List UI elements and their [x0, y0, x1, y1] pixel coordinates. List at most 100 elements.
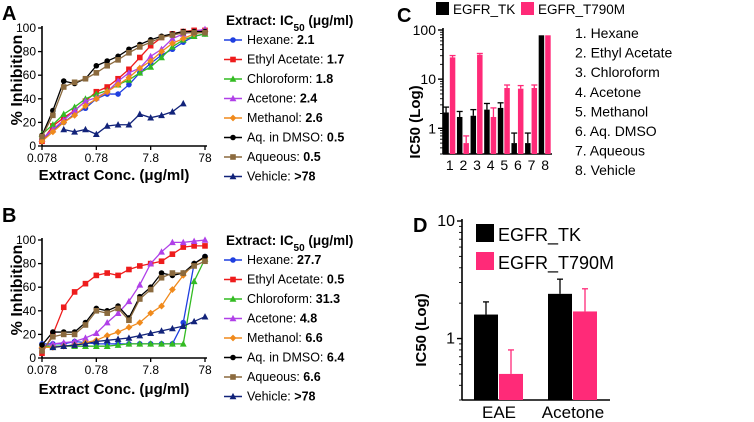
data-point	[115, 305, 121, 312]
data-point	[169, 251, 176, 257]
data-point	[71, 103, 78, 110]
category-label: EAE	[482, 403, 516, 422]
data-point	[103, 88, 111, 96]
data-point	[169, 270, 176, 276]
legend-swatch	[476, 224, 494, 242]
data-point	[137, 54, 143, 61]
series-line	[41, 32, 205, 137]
category-label: 3	[473, 157, 481, 173]
data-point	[126, 81, 132, 88]
data-point	[202, 258, 208, 265]
category-key-item: 6. Aq. DMSO	[575, 123, 657, 139]
data-point	[92, 130, 100, 137]
data-point	[126, 266, 132, 273]
data-point	[169, 324, 176, 332]
series-line	[41, 239, 206, 347]
x-tick-label: 78	[198, 151, 212, 165]
data-point	[104, 58, 110, 64]
data-point	[82, 102, 89, 110]
data-point	[104, 310, 110, 316]
data-point	[179, 340, 187, 347]
bar-egfr-tk-2	[456, 116, 463, 154]
series-line	[42, 255, 206, 345]
data-point	[169, 238, 176, 246]
legend-b: Extract: IC50 (μg/ml)Hexane: 27.7 Ethyl A…	[224, 233, 353, 404]
y-tick-label: 60	[23, 68, 37, 82]
legend-swatch-marker	[230, 374, 236, 380]
y-tick-label: 20	[23, 327, 37, 341]
data-point	[71, 331, 78, 338]
bar-egfr-tk-2	[548, 293, 572, 400]
data-point	[191, 243, 197, 249]
data-point	[39, 342, 45, 348]
legend-swatch	[476, 252, 494, 270]
category-label: 1	[446, 157, 454, 173]
data-point	[60, 339, 68, 346]
data-point	[169, 39, 176, 47]
data-point	[71, 337, 78, 345]
data-point	[147, 309, 155, 317]
data-point	[60, 125, 68, 133]
data-point	[103, 319, 111, 326]
data-point	[147, 114, 155, 121]
data-point	[93, 70, 100, 76]
y-tick-label: 1	[428, 120, 436, 136]
data-point	[92, 342, 100, 349]
data-point	[158, 327, 165, 334]
category-label: 4	[487, 157, 495, 173]
legend-label: Chloroform: 1.8	[247, 72, 333, 86]
legend-swatch-marker	[229, 334, 237, 342]
series-line	[41, 30, 206, 142]
data-point	[103, 342, 111, 349]
category-label: 8	[541, 157, 549, 173]
x-tick-label: 0.78	[85, 151, 109, 165]
data-point	[191, 263, 197, 269]
bar-egfr-t790m-1	[499, 373, 523, 400]
legend-item: Hexane: 2.1	[224, 33, 314, 47]
legend-item: Chloroform: 31.3	[224, 292, 340, 306]
legend-swatch-marker	[230, 134, 236, 141]
legend-label: Aqueous: 6.6	[247, 370, 321, 384]
legend-item: EGFR_T790M	[476, 252, 614, 274]
legend-label: Acetone: 4.8	[247, 312, 317, 326]
data-point	[60, 304, 67, 311]
data-point	[60, 78, 67, 84]
legend-d: EGFR_TK EGFR_T790M	[476, 224, 614, 274]
y-tick-label: 1	[446, 331, 455, 348]
data-point	[137, 296, 143, 302]
data-point	[201, 313, 209, 320]
data-point	[82, 340, 89, 347]
bar-egfr-tk-3	[470, 115, 477, 154]
data-point	[60, 119, 68, 126]
y-tick-label: 80	[23, 257, 37, 271]
x-tick-label: 7.8	[142, 151, 159, 165]
xlabel-a: Extract Conc. (μg/ml)	[39, 167, 190, 184]
data-point	[147, 260, 155, 267]
legend-label: Aq. in DMSO: 6.4	[247, 351, 344, 365]
legend-label: Aq. in DMSO: 0.5	[247, 131, 344, 145]
bar-egfr-t790m-4	[490, 116, 497, 154]
ylabel-d: IC50 (Log)	[413, 293, 430, 366]
data-point	[136, 281, 144, 288]
legend-label: Methanol: 6.6	[247, 331, 323, 345]
legend-label: EGFR_T790M	[498, 253, 614, 274]
y-tick-label: 0	[29, 351, 36, 365]
legend-item: Methanol: 2.6	[224, 111, 323, 125]
data-point	[191, 29, 197, 36]
legend-title: Extract: IC50 (μg/ml)	[226, 13, 353, 34]
category-key-item: 8. Vehicle	[575, 162, 636, 178]
legend-label: Methanol: 2.6	[247, 111, 323, 125]
data-point	[125, 340, 133, 347]
data-point	[136, 319, 144, 326]
data-point	[60, 84, 67, 90]
data-point	[180, 270, 187, 276]
data-point	[39, 348, 45, 354]
category-key-item: 7. Aqueous	[575, 143, 645, 159]
data-point	[202, 29, 208, 36]
panel-a: A % Inhibition Extract Conc. (μg/ml) 0 20…	[2, 3, 353, 184]
legend-item: Methanol: 6.6	[224, 331, 323, 345]
data-point	[71, 79, 78, 86]
legend-label: Aqueous: 0.5	[247, 150, 321, 164]
data-point	[147, 329, 155, 337]
